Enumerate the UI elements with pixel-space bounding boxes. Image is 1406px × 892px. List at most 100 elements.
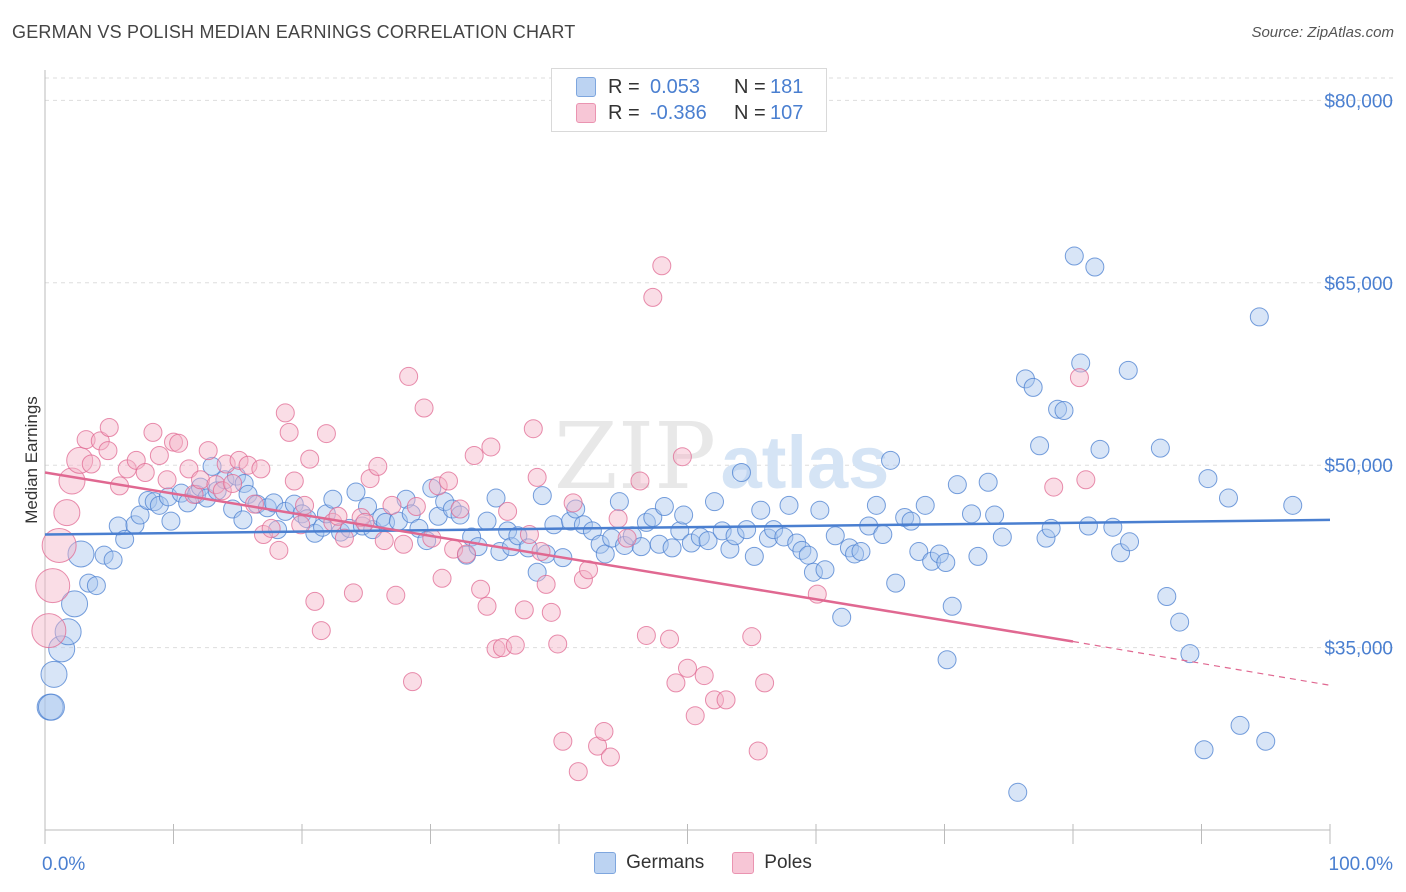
german-point — [1180, 644, 1200, 664]
polish-point — [66, 446, 94, 474]
german-point — [498, 521, 518, 541]
polish-point — [58, 467, 86, 495]
german-point — [1048, 399, 1068, 419]
polish-point — [169, 433, 189, 453]
german-point — [144, 492, 164, 512]
german-point — [922, 551, 942, 571]
german-point — [1078, 516, 1098, 536]
polish-point — [456, 544, 476, 564]
german-point — [202, 456, 222, 476]
legend-row-germans: R = 0.053 N = 181 — [576, 75, 803, 99]
y-tick-label: $65,000 — [1324, 274, 1393, 295]
polish-point — [143, 422, 163, 442]
polish-point — [300, 449, 320, 469]
german-point — [810, 500, 830, 520]
legend-n-label: N = — [734, 75, 766, 98]
german-point — [532, 486, 552, 506]
german-point — [744, 546, 764, 566]
polish-point — [229, 450, 249, 470]
german-point — [1008, 782, 1028, 802]
german-point — [1054, 400, 1074, 420]
polish-point — [450, 499, 470, 519]
german-point — [909, 542, 929, 562]
german-point — [737, 520, 757, 540]
polish-point — [414, 398, 434, 418]
polish-point — [548, 634, 568, 654]
german-point — [825, 526, 845, 546]
legend-n-value: 107 — [770, 101, 804, 124]
german-point — [138, 490, 158, 510]
legend-n-value: 181 — [770, 75, 804, 98]
legend-n-label: N = — [734, 101, 766, 124]
polish-point — [149, 445, 169, 465]
legend-r-label: R = — [608, 75, 640, 98]
polish-point — [477, 596, 497, 616]
polish-point — [179, 459, 199, 479]
polish-point — [334, 528, 354, 548]
polish-point — [527, 467, 547, 487]
german-point — [544, 515, 564, 535]
polish-point — [81, 454, 101, 474]
german-point — [1120, 532, 1140, 552]
germans-trend-line — [44, 518, 1331, 536]
polish-point — [660, 629, 680, 649]
legend-r-value: 0.053 — [650, 75, 701, 98]
stats-legend: R = 0.053 N = 181 R = -0.386 N = 107 — [551, 68, 827, 132]
german-point — [985, 505, 1005, 525]
polish-point — [35, 568, 71, 604]
german-point — [234, 473, 254, 493]
german-point — [942, 596, 962, 616]
series-poles-points — [31, 256, 1096, 782]
german-point — [130, 505, 150, 525]
y-tick-label: $35,000 — [1324, 639, 1393, 660]
polish-point — [279, 422, 299, 442]
legend-r-label: R = — [608, 101, 640, 124]
german-point — [79, 573, 99, 593]
german-point — [992, 527, 1012, 547]
german-point — [1198, 469, 1218, 489]
german-point — [477, 511, 497, 531]
polish-point — [316, 424, 336, 444]
legend-r-value: -0.386 — [650, 101, 707, 124]
polish-point — [594, 722, 614, 742]
trend-lines — [44, 471, 1331, 686]
legend-item-germans: Germans — [594, 852, 704, 874]
german-point — [779, 495, 799, 515]
polish-point — [190, 470, 210, 490]
polish-point — [403, 672, 423, 692]
polish-point — [90, 431, 110, 451]
polish-point — [198, 441, 218, 461]
polish-point — [135, 462, 155, 482]
german-point — [450, 505, 470, 525]
german-point — [968, 546, 988, 566]
polish-point — [360, 469, 380, 489]
german-point — [815, 560, 835, 580]
german-point — [978, 472, 998, 492]
german-point — [1157, 587, 1177, 607]
polish-point — [514, 600, 534, 620]
german-point — [67, 540, 95, 568]
polish-point — [374, 531, 394, 551]
watermark-zip: ZIP — [554, 403, 716, 510]
german-point — [1030, 436, 1050, 456]
german-point — [442, 499, 462, 519]
german-point — [774, 527, 794, 547]
poles-trend-line — [44, 471, 1074, 643]
polish-point — [311, 621, 331, 641]
german-point — [61, 590, 89, 618]
series-germans-points — [36, 246, 1303, 802]
watermark: ZIP atlas — [554, 403, 889, 510]
german-point — [866, 495, 886, 515]
polish-point — [536, 574, 556, 594]
german-point — [48, 635, 76, 663]
german-point — [268, 520, 288, 540]
polish-point — [31, 613, 67, 649]
y-tick-label: $50,000 — [1324, 456, 1393, 477]
polish-point — [755, 673, 775, 693]
polish-point — [748, 741, 768, 761]
legend-label-germans: Germans — [626, 852, 705, 873]
german-point — [305, 523, 325, 543]
german-point — [1150, 438, 1170, 458]
polish-point — [573, 570, 593, 590]
